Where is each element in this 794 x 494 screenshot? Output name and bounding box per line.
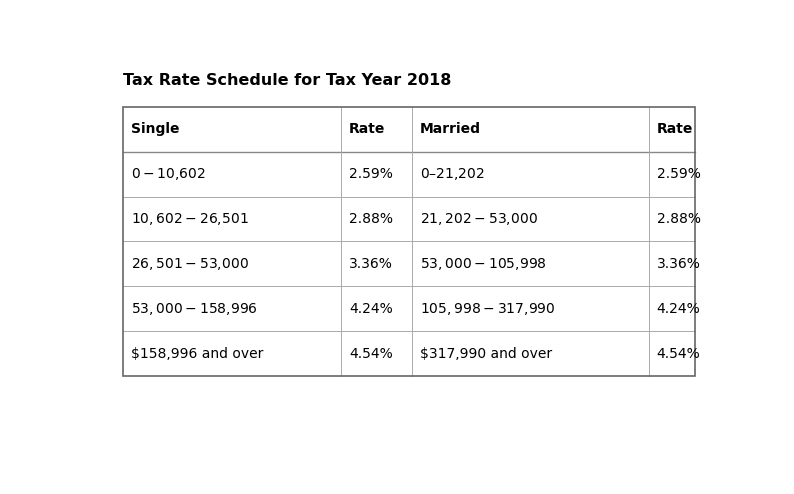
Text: 4.24%: 4.24%: [657, 302, 700, 316]
Text: $26,501 - $53,000: $26,501 - $53,000: [131, 256, 249, 272]
Text: 4.24%: 4.24%: [349, 302, 393, 316]
Text: $158,996 and over: $158,996 and over: [131, 347, 263, 361]
Text: 2.59%: 2.59%: [349, 167, 393, 181]
Text: $53,000 - $105,998: $53,000 - $105,998: [420, 256, 546, 272]
Text: $21,202 - $53,000: $21,202 - $53,000: [420, 211, 538, 227]
Text: Married: Married: [420, 123, 481, 136]
Text: 4.54%: 4.54%: [349, 347, 393, 361]
Text: Single: Single: [131, 123, 179, 136]
Text: 3.36%: 3.36%: [349, 257, 393, 271]
Text: $10,602 - $26,501: $10,602 - $26,501: [131, 211, 249, 227]
Text: 2.88%: 2.88%: [349, 212, 393, 226]
Text: $0 - $10,602: $0 - $10,602: [131, 166, 206, 182]
Text: 2.59%: 2.59%: [657, 167, 700, 181]
Text: 4.54%: 4.54%: [657, 347, 700, 361]
Text: 2.88%: 2.88%: [657, 212, 701, 226]
Text: $53,000 - $158,996: $53,000 - $158,996: [131, 301, 257, 317]
Text: Rate: Rate: [349, 123, 385, 136]
Text: $317,990 and over: $317,990 and over: [420, 347, 552, 361]
Text: $105,998 - $317,990: $105,998 - $317,990: [420, 301, 555, 317]
Text: Tax Rate Schedule for Tax Year 2018: Tax Rate Schedule for Tax Year 2018: [122, 73, 451, 88]
Text: 3.36%: 3.36%: [657, 257, 700, 271]
Text: $0 – $21,202: $0 – $21,202: [420, 166, 484, 182]
Text: Rate: Rate: [657, 123, 693, 136]
